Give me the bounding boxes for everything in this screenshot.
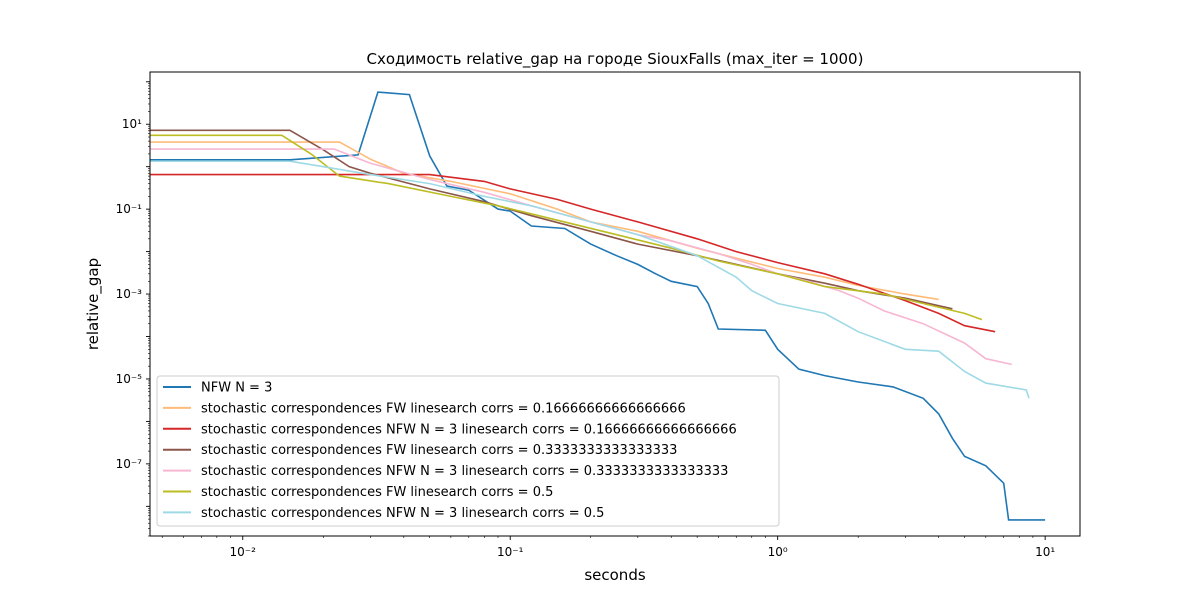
series-layer (150, 91, 1046, 521)
x-axis-label: seconds (584, 566, 645, 584)
legend: NFW N = 3 stochastic correspondences FW l… (156, 375, 780, 527)
x-tick-label: 10⁻¹ (497, 545, 524, 559)
x-tick-label: 10⁻² (230, 545, 257, 559)
x-axis: 10⁻² 10⁻¹ 10⁰ 10¹ (161, 536, 1055, 559)
series-line-3 (150, 129, 953, 310)
legend-label-4: stochastic correspondences NFW N = 3 lin… (201, 464, 728, 479)
legend-label-3: stochastic correspondences FW linesearch… (201, 443, 677, 458)
legend-label-1: stochastic correspondences FW linesearch… (201, 401, 686, 416)
y-tick-label: 10¹ (122, 117, 142, 131)
x-tick-label: 10¹ (1035, 545, 1055, 559)
series-line-4 (150, 148, 1012, 366)
x-tick-label: 10⁰ (768, 545, 788, 559)
legend-label-6: stochastic correspondences NFW N = 3 lin… (201, 506, 604, 521)
series-line-1 (150, 141, 939, 301)
series-line-2 (150, 173, 996, 333)
y-tick-label: 10⁻³ (116, 287, 143, 301)
y-axis: 10⁻⁷ 10⁻⁵ 10⁻³ 10⁻¹ 10¹ (116, 81, 150, 537)
legend-label-5: stochastic correspondences FW linesearch… (201, 485, 553, 500)
chart-title: Сходимость relative_gap на городе SiouxF… (367, 50, 864, 69)
series-line-6 (150, 160, 1030, 399)
legend-label-0: NFW N = 3 (201, 381, 272, 396)
y-tick-label: 10⁻⁷ (116, 457, 143, 471)
series-line-0 (150, 91, 1046, 521)
series-line-5 (150, 134, 983, 321)
legend-label-2: stochastic correspondences NFW N = 3 lin… (201, 422, 737, 437)
y-tick-label: 10⁻⁵ (116, 372, 143, 386)
y-tick-label: 10⁻¹ (116, 202, 143, 216)
plot-frame (149, 71, 1081, 537)
legend-box (156, 375, 780, 527)
y-axis-label: relative_gap (84, 258, 103, 350)
